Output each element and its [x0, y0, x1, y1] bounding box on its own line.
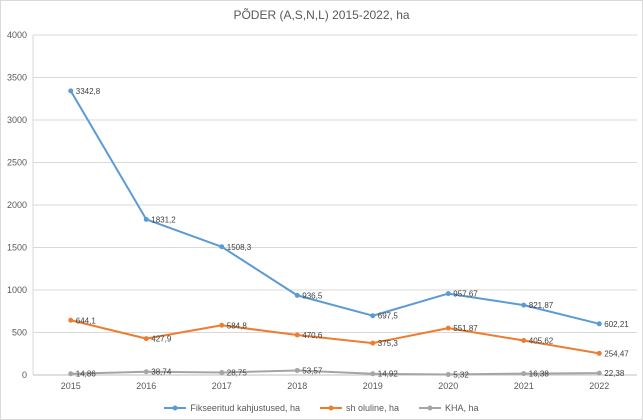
y-tick-label: 1500	[7, 243, 27, 253]
data-label: 427,9	[151, 335, 172, 344]
legend-item-fikseeritud-kahjustused[interactable]: Fikseeritud kahjustused, ha	[164, 403, 300, 413]
data-point	[445, 325, 451, 331]
data-point	[143, 216, 149, 222]
data-label: 14,92	[378, 370, 399, 379]
data-label: 821,87	[529, 301, 554, 310]
data-point	[445, 372, 451, 378]
data-point	[143, 336, 149, 342]
legend-label: sh oluline, ha	[345, 403, 400, 413]
data-point	[445, 291, 451, 297]
data-label: 22,38	[604, 369, 625, 378]
data-point	[294, 367, 300, 373]
line-marker-icon	[319, 405, 342, 411]
y-tick-label: 2500	[7, 158, 27, 168]
data-point	[370, 313, 376, 319]
data-label: 3342,8	[76, 87, 101, 96]
plot-area: 0 500 1000 1500 2000 2500 3000 3500 4000 2015 2016…	[7, 30, 637, 391]
y-tick-label: 0	[22, 370, 27, 380]
data-label: 28,75	[227, 369, 248, 378]
line-marker-icon	[164, 405, 187, 411]
legend-label: KHA, ha	[445, 403, 479, 413]
data-label: 644,1	[76, 316, 97, 325]
data-point	[294, 292, 300, 298]
legend-item-sh-oluline[interactable]: sh oluline, ha	[319, 403, 400, 413]
y-tick-label: 4000	[7, 30, 27, 40]
data-label: 957,67	[453, 290, 478, 299]
x-tick-label: 2020	[438, 381, 458, 391]
data-label: 584,8	[227, 321, 248, 330]
legend-item-kha[interactable]: KHA, ha	[419, 403, 479, 413]
x-tick-label: 2021	[514, 381, 534, 391]
data-point	[294, 332, 300, 338]
data-label: 254,47	[604, 349, 629, 358]
y-tick-label: 500	[12, 328, 27, 338]
x-tick-label: 2016	[136, 381, 156, 391]
series-line-2	[70, 369, 600, 376]
data-point	[370, 371, 376, 377]
series-line-0	[69, 90, 600, 325]
chart-legend: Fikseeritud kahjustused, ha sh oluline, …	[1, 403, 642, 413]
legend-label: Fikseeritud kahjustused, ha	[190, 403, 300, 413]
data-label: 16,38	[529, 370, 550, 379]
series-line-1	[70, 319, 600, 355]
data-label: 697,5	[378, 312, 399, 321]
line-marker-icon	[419, 405, 442, 411]
x-tick-label: 2022	[589, 381, 609, 391]
data-label: 602,21	[604, 320, 629, 329]
data-point	[596, 321, 602, 327]
chart-title: PÕDER (A,S,N,L) 2015-2022, ha	[233, 8, 410, 22]
data-point	[219, 244, 225, 250]
data-label: 38,74	[151, 368, 172, 377]
data-point	[219, 370, 225, 376]
data-label: 1508,3	[227, 243, 252, 252]
data-point	[596, 370, 602, 376]
data-label: 405,62	[529, 337, 554, 346]
data-point	[68, 317, 74, 323]
y-tick-label: 3500	[7, 73, 27, 83]
x-tick-label: 2015	[61, 381, 81, 391]
data-label: 470,6	[302, 331, 323, 340]
data-point	[596, 350, 602, 356]
data-point	[370, 340, 376, 346]
data-point	[521, 338, 527, 344]
x-tick-label: 2019	[363, 381, 383, 391]
data-label: 551,87	[453, 324, 478, 333]
data-point	[143, 369, 149, 375]
data-point	[521, 371, 527, 377]
data-point	[219, 322, 225, 328]
x-tick-label: 2018	[287, 381, 307, 391]
data-point	[521, 302, 527, 308]
data-point	[68, 371, 74, 377]
data-label: 1831,2	[151, 215, 176, 224]
data-label: 5,32	[453, 371, 469, 380]
x-tick-label: 2017	[212, 381, 232, 391]
y-tick-label: 1000	[7, 285, 27, 295]
y-tick-label: 2000	[7, 200, 27, 210]
data-label: 53,57	[302, 366, 323, 375]
data-label: 375,3	[378, 339, 399, 348]
data-label: 936,5	[302, 291, 323, 300]
data-point	[68, 88, 74, 94]
y-tick-label: 3000	[7, 115, 27, 125]
data-label: 14,86	[76, 370, 97, 379]
